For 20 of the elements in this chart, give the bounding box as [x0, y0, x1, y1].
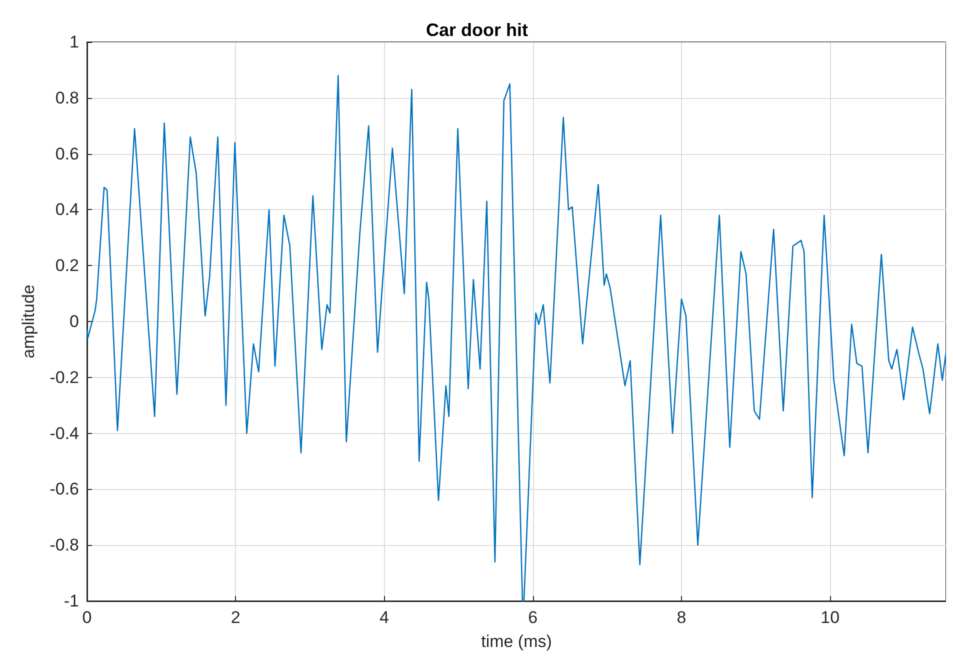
y-axis-title: amplitude — [19, 284, 38, 358]
x-axis-title: time (ms) — [481, 632, 552, 651]
y-tick-label: -1 — [64, 592, 79, 610]
y-tick-label: -0.4 — [50, 424, 79, 443]
y-tick-label: 0.4 — [55, 200, 79, 220]
x-tick-label: 6 — [528, 608, 538, 627]
x-tick-label: 0 — [82, 608, 92, 627]
x-tick-label: 2 — [230, 608, 240, 627]
y-tick-label: -0.2 — [50, 368, 79, 387]
y-tick-label: 1 — [70, 32, 79, 52]
y-tick-label: -0.8 — [50, 536, 79, 555]
x-tick-label: 8 — [676, 608, 686, 627]
y-tick-label: 0.8 — [55, 88, 79, 108]
y-tick-label: 0 — [70, 312, 79, 331]
y-tick-label: -0.6 — [50, 480, 79, 499]
chart-title: Car door hit — [426, 20, 528, 40]
y-tick-label: 0.6 — [55, 144, 79, 164]
x-tick-label: 4 — [379, 608, 389, 627]
x-tick-label: 10 — [820, 608, 840, 627]
y-tick-label: 0.2 — [55, 256, 79, 276]
